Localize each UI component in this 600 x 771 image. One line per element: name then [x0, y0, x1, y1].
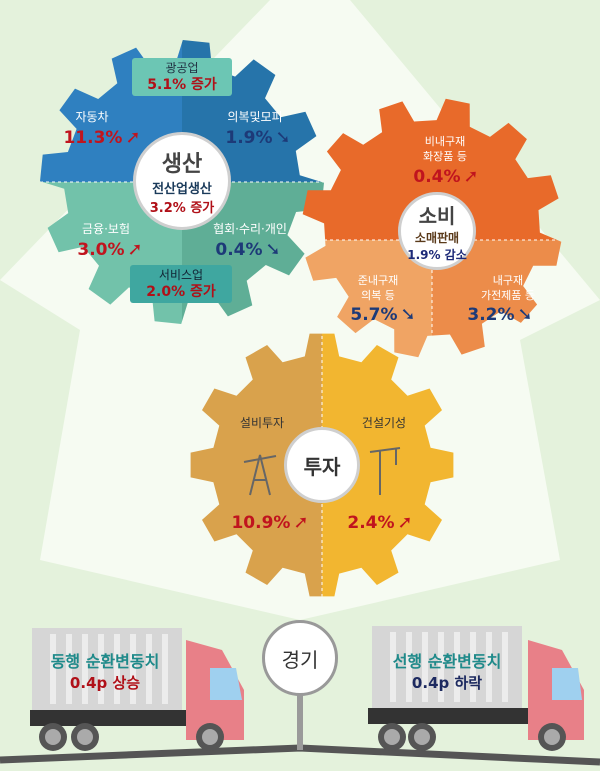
production-title: 생산 — [161, 152, 203, 177]
crane-icon — [369, 447, 401, 495]
arrow-down-icon: ➘ — [517, 304, 533, 325]
nondurable-value: 0.4% ➚ — [413, 166, 479, 187]
clothing-label: 의복및모피 — [227, 110, 283, 124]
nondurable-label: 비내구재 화장품 등 — [423, 135, 467, 163]
leading-value: 0.4p 하락 — [411, 674, 483, 692]
sign-pole — [297, 690, 303, 750]
truck-right-illustration — [368, 626, 584, 751]
mining-value: 5.1% 증가 — [147, 77, 217, 93]
consumption-total: 1.9% 감소 — [407, 247, 467, 262]
construction-label: 건설기성 — [361, 416, 407, 430]
production-total: 3.2% 증가 — [149, 201, 215, 216]
durable-value: 3.2% ➘ — [467, 304, 533, 325]
production-subtitle: 전산업생산 — [152, 182, 212, 197]
arrow-down-icon: ➘ — [265, 239, 281, 260]
auto-label: 자동차 — [75, 110, 109, 124]
arrow-down-icon: ➘ — [400, 304, 416, 325]
semidurable-label: 준내구재 의복 등 — [357, 274, 399, 302]
equipment-label: 설비투자 — [239, 416, 285, 430]
arrow-up-icon: ➚ — [397, 512, 413, 533]
production-center: 생산 전산업생산 3.2% 증가 — [133, 132, 231, 230]
economy-title: 경기 — [281, 647, 319, 672]
oil-pump-icon — [243, 454, 277, 496]
services-label: 서비스업 — [158, 268, 204, 282]
arrow-up-icon: ➚ — [127, 239, 143, 260]
durable-label: 내구재 가전제품 등 — [480, 274, 536, 302]
services-box: 서비스업 2.0% 증가 — [130, 265, 232, 303]
services-value: 2.0% 증가 — [146, 284, 216, 300]
finance-value: 3.0% ➚ — [77, 239, 143, 260]
mining-box: 광공업 5.1% 증가 — [132, 58, 232, 96]
semidurable-value: 5.7% ➘ — [350, 304, 416, 325]
finance-label: 금융·보험 — [82, 222, 130, 236]
coincident-value: 0.4p 상승 — [69, 674, 141, 692]
coincident-label: 동행 순환변동치 — [50, 652, 160, 671]
truck-left-illustration — [30, 628, 244, 751]
economy-sign: 경기 — [262, 620, 338, 696]
consumption-subtitle: 소매판매 — [414, 230, 460, 245]
mining-label: 광공업 — [165, 61, 199, 75]
construction-value: 2.4% ➚ — [347, 512, 413, 533]
road — [0, 744, 600, 766]
equipment-value: 10.9% ➚ — [231, 512, 309, 533]
arrow-up-icon: ➚ — [125, 127, 141, 148]
association-label: 협회·수리·개인 — [213, 222, 287, 236]
consumption-center: 소비 소매판매 1.9% 감소 — [398, 192, 476, 270]
arrow-up-icon: ➚ — [463, 166, 479, 187]
auto-value: 11.3% ➚ — [63, 127, 141, 148]
arrow-down-icon: ➘ — [275, 127, 291, 148]
consumption-title: 소비 — [418, 203, 456, 228]
leading-label: 선행 순환변동치 — [392, 652, 502, 671]
investment-title: 투자 — [303, 454, 341, 479]
clothing-value: 1.9% ➘ — [225, 127, 291, 148]
investment-center: 투자 — [284, 427, 360, 503]
arrow-up-icon: ➚ — [293, 512, 309, 533]
association-value: 0.4% ➘ — [215, 239, 281, 260]
